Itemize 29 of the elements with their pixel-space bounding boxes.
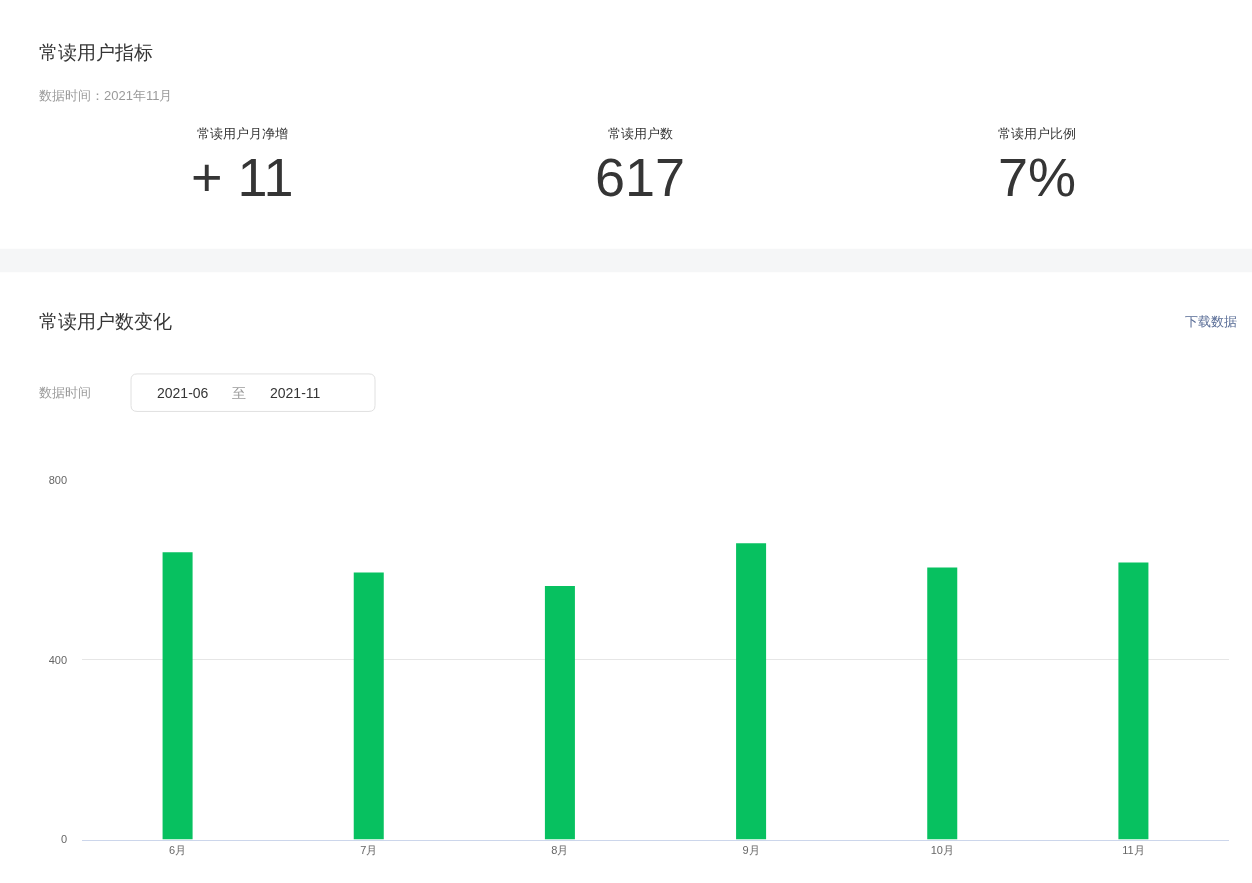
category-label: 常读用户月净增 bbox=[197, 126, 288, 141]
x-tick-label: 6月 bbox=[169, 843, 187, 856]
x-tick-label: 8月 bbox=[551, 843, 569, 856]
text: + 11 bbox=[191, 147, 294, 207]
category-label: 常读用户数 bbox=[608, 126, 673, 141]
y-tick-label: 400 bbox=[48, 653, 67, 666]
text: 617 bbox=[595, 147, 686, 207]
text: 常读用户指标 bbox=[39, 42, 153, 63]
bar bbox=[736, 543, 767, 840]
bar bbox=[544, 585, 575, 840]
x-tick-label: 9月 bbox=[742, 843, 760, 856]
y-tick-label: 800 bbox=[48, 474, 67, 487]
text: 7% bbox=[998, 147, 1077, 207]
text: 至 bbox=[232, 385, 246, 401]
text: 2021-11 bbox=[270, 385, 321, 401]
category-label: 常读用户比例 bbox=[998, 126, 1076, 141]
bar bbox=[1118, 562, 1149, 840]
x-tick-label: 11月 bbox=[1122, 843, 1145, 856]
text: 数据时间 bbox=[39, 385, 91, 400]
bar bbox=[927, 567, 958, 840]
chart-title: 常读用户数变化 bbox=[39, 311, 172, 332]
y-tick-label: 0 bbox=[60, 833, 67, 846]
bar bbox=[353, 572, 384, 840]
text: 数据时间：2021年11月 bbox=[39, 88, 173, 103]
text: 下载数据 bbox=[1185, 314, 1237, 329]
x-tick-label: 10月 bbox=[930, 843, 954, 856]
text: 2021-06 bbox=[157, 385, 209, 401]
x-tick-label: 7月 bbox=[360, 843, 378, 856]
bar bbox=[162, 552, 193, 840]
